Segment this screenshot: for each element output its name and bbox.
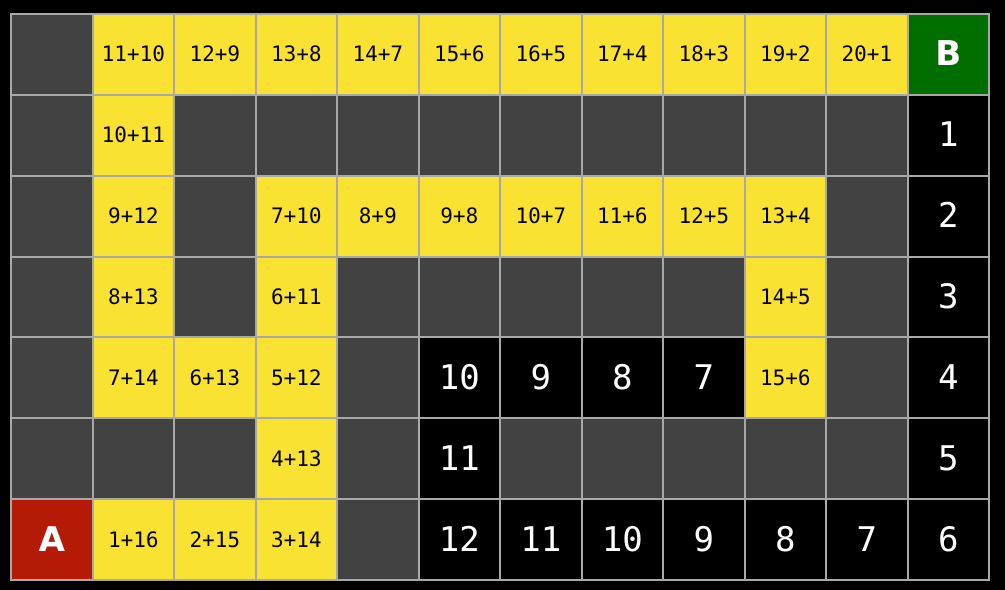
start-cell-a: A [11,499,93,580]
count-cell: 3 [907,256,989,338]
wall-cell [174,256,256,338]
path-cell: 13+8 [255,14,337,95]
count-cell: 5 [907,418,989,500]
wall-cell [337,94,419,176]
path-cell: 16+5 [500,14,582,95]
path-cell: 20+1 [826,14,908,95]
wall-cell [500,256,582,338]
maze-grid: 11+10 12+9 13+8 14+7 15+6 16+5 17+4 18+3 19+2 20+… [10,13,990,581]
wall-cell [418,256,500,338]
wall-cell [500,418,582,500]
count-cell: 6 [907,499,989,580]
path-cell: 6+11 [255,256,337,338]
wall-cell [255,94,337,176]
count-cell: 8 [581,337,663,419]
path-cell: 13+4 [744,175,826,257]
count-cell: 11 [418,418,500,500]
path-cell: 18+3 [663,14,745,95]
wall-cell [337,256,419,338]
path-cell: 10+7 [500,175,582,257]
wall-cell [174,94,256,176]
path-cell: 12+9 [174,14,256,95]
wall-cell [11,94,93,176]
count-cell: 9 [663,499,745,580]
wall-cell [11,337,93,419]
wall-cell [826,418,908,500]
path-cell: 5+12 [255,337,337,419]
wall-cell [418,94,500,176]
path-cell: 10+11 [92,94,174,176]
path-cell: 15+6 [418,14,500,95]
count-cell: 7 [663,337,745,419]
path-cell: 14+7 [337,14,419,95]
count-cell: 10 [418,337,500,419]
count-cell: 10 [581,499,663,580]
wall-cell [11,256,93,338]
wall-cell [826,175,908,257]
path-cell: 7+14 [92,337,174,419]
path-cell: 12+5 [663,175,745,257]
path-cell: 14+5 [744,256,826,338]
wall-cell [581,256,663,338]
path-cell: 11+6 [581,175,663,257]
path-cell: 7+10 [255,175,337,257]
wall-cell [174,175,256,257]
wall-cell [337,418,419,500]
count-cell: 9 [500,337,582,419]
wall-cell [11,14,93,95]
wall-cell [826,94,908,176]
path-cell: 2+15 [174,499,256,580]
wall-cell [337,337,419,419]
path-cell: 9+12 [92,175,174,257]
path-cell: 11+10 [92,14,174,95]
count-cell: 4 [907,337,989,419]
wall-cell [826,256,908,338]
path-cell: 17+4 [581,14,663,95]
wall-cell [92,418,174,500]
count-cell: 12 [418,499,500,580]
wall-cell [581,94,663,176]
wall-cell [663,256,745,338]
wall-cell [174,418,256,500]
path-cell: 15+6 [744,337,826,419]
wall-cell [11,175,93,257]
wall-cell [337,499,419,580]
count-cell: 2 [907,175,989,257]
count-cell: 7 [826,499,908,580]
wall-cell [663,94,745,176]
wall-cell [663,418,745,500]
path-cell: 4+13 [255,418,337,500]
wall-cell [11,418,93,500]
wall-cell [744,94,826,176]
path-cell: 6+13 [174,337,256,419]
count-cell: 11 [500,499,582,580]
path-cell: 8+9 [337,175,419,257]
path-cell: 19+2 [744,14,826,95]
path-cell: 1+16 [92,499,174,580]
wall-cell [826,337,908,419]
path-cell: 3+14 [255,499,337,580]
wall-cell [500,94,582,176]
goal-cell-b: B [907,14,989,95]
count-cell: 1 [907,94,989,176]
path-cell: 8+13 [92,256,174,338]
wall-cell [581,418,663,500]
count-cell: 8 [744,499,826,580]
path-cell: 9+8 [418,175,500,257]
wall-cell [744,418,826,500]
